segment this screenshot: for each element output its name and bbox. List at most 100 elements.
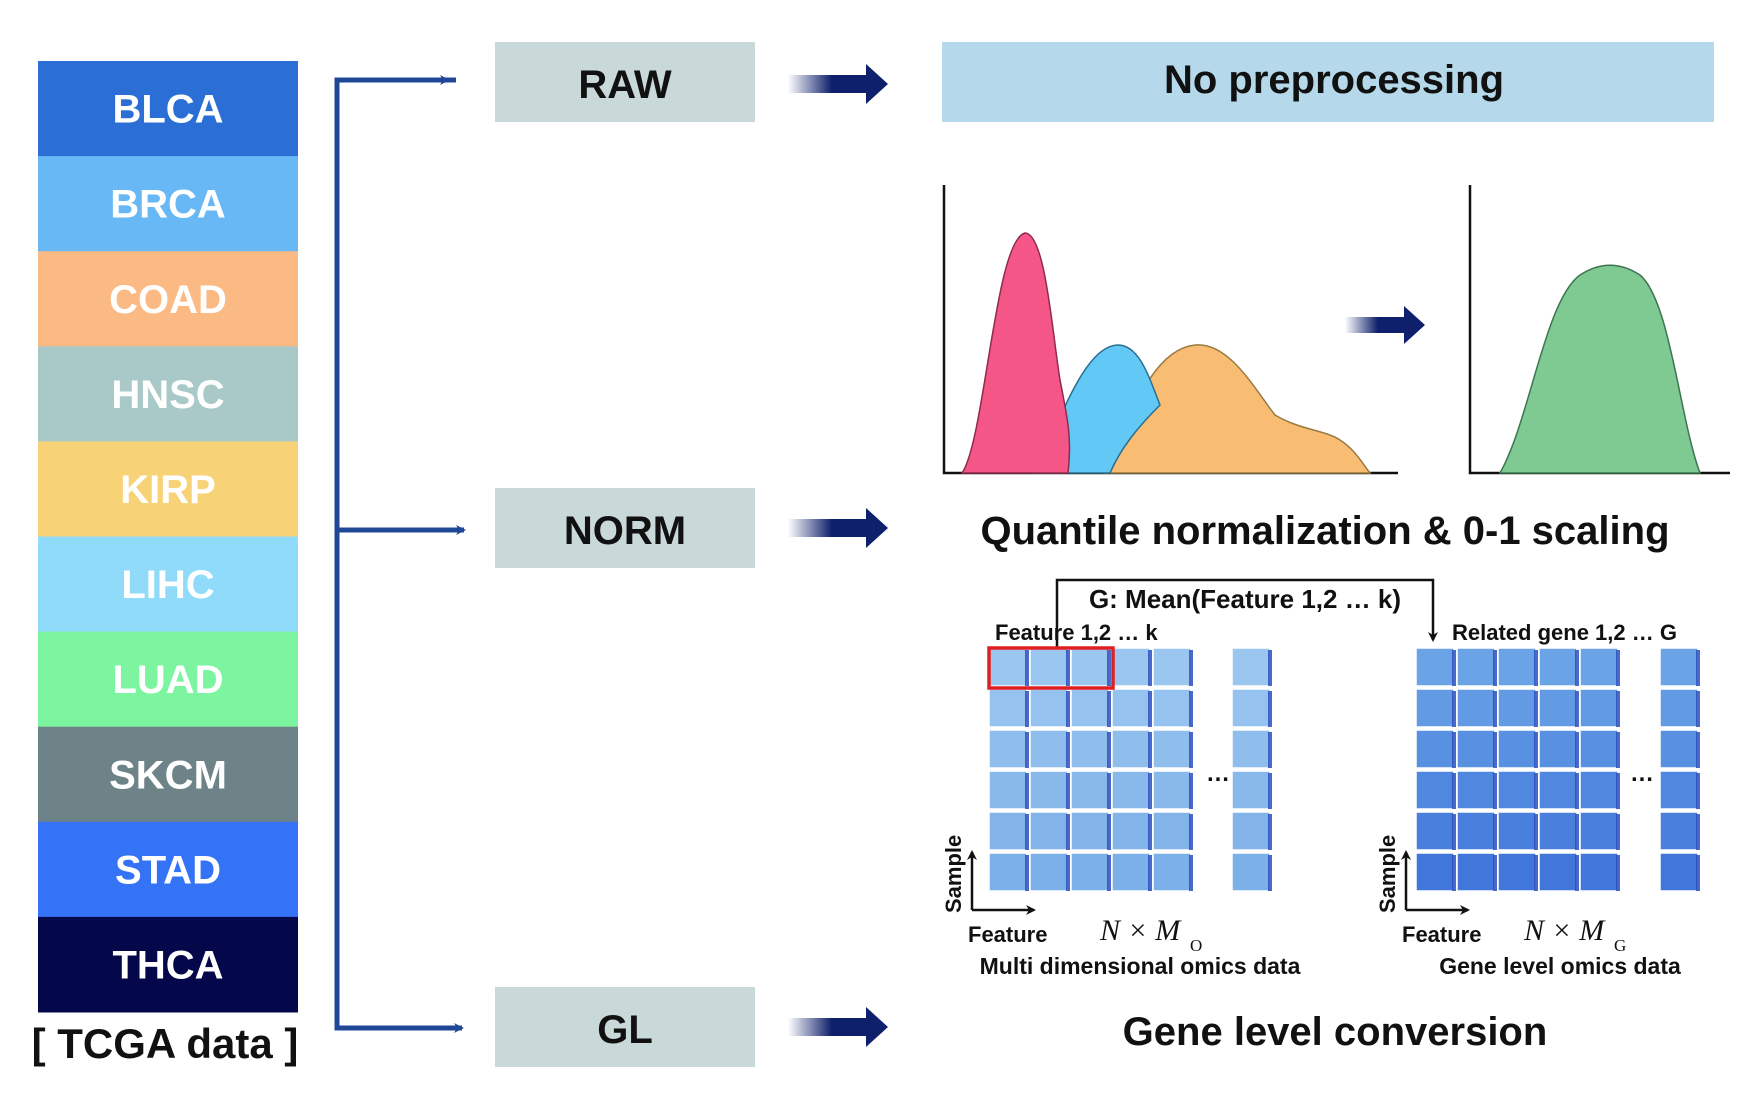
- right-cell: [1456, 770, 1497, 810]
- left-cell: [1070, 688, 1111, 728]
- left-cell: [988, 811, 1029, 851]
- right-cell: [1456, 811, 1497, 851]
- right-cell: [1415, 729, 1456, 769]
- left-cell: [988, 688, 1029, 728]
- right-cell: [1456, 852, 1497, 892]
- left-cell: [1152, 647, 1193, 687]
- right-cell: [1456, 647, 1497, 687]
- right-last-column-cell: [1659, 647, 1700, 687]
- cancer-block-hnsc: [38, 346, 298, 442]
- normalized-distribution-plot: [1468, 185, 1730, 475]
- raw-arrow: [788, 64, 888, 104]
- gl-box: [495, 987, 755, 1067]
- gl-arrow: [788, 1007, 888, 1047]
- right-cell: [1538, 729, 1579, 769]
- right-matrix-ellipsis: …: [1630, 760, 1654, 787]
- left-cell: [1070, 770, 1111, 810]
- right-cell: [1497, 852, 1538, 892]
- cancer-label-stad: STAD: [115, 848, 221, 892]
- right-matrix-top-label: Related gene 1,2 … G: [1452, 620, 1677, 645]
- raw-distributions-plot: [942, 185, 1398, 475]
- left-cell: [988, 647, 1029, 687]
- left-cell: [1070, 647, 1111, 687]
- raw-result-banner: [942, 42, 1714, 122]
- raw-result-text: No preprocessing: [1164, 58, 1504, 102]
- raw-label: RAW: [578, 63, 672, 107]
- right-cell: [1415, 688, 1456, 728]
- left-cell: [1070, 811, 1111, 851]
- tcga-caption: [ TCGA data ]: [32, 1020, 299, 1067]
- right-last-column-cell: [1659, 852, 1700, 892]
- left-cell: [1152, 811, 1193, 851]
- right-cell: [1538, 770, 1579, 810]
- left-cell: [1111, 852, 1152, 892]
- right-cell: [1415, 852, 1456, 892]
- cancer-label-kirp: KIRP: [120, 468, 216, 512]
- mean-bracket: [1055, 578, 1438, 648]
- right-cell: [1456, 688, 1497, 728]
- left-last-column-cell: [1231, 688, 1272, 728]
- left-dim-main: N × M: [1099, 914, 1182, 947]
- left-cell: [1029, 688, 1070, 728]
- right-cell: [1579, 647, 1620, 687]
- cancer-block-kirp: [38, 441, 298, 537]
- left-cell: [1152, 688, 1193, 728]
- left-cell: [1111, 647, 1152, 687]
- cancer-label-skcm: SKCM: [109, 753, 227, 797]
- cancer-block-coad: [38, 251, 298, 347]
- right-cell: [1497, 770, 1538, 810]
- right-matrix-grid: [1415, 647, 1700, 892]
- right-last-column-cell: [1659, 729, 1700, 769]
- right-axis-feature: Feature: [1402, 922, 1481, 947]
- left-last-column-cell: [1231, 647, 1272, 687]
- right-cell: [1497, 729, 1538, 769]
- tcga-cancer-stack: BLCA BRCA COAD HNSC KIRP LIHC LUAD SKCM STAD THCA: [38, 61, 298, 1013]
- norm-arrow: [788, 508, 888, 548]
- right-dim-main: N × M: [1523, 914, 1606, 947]
- norm-result-text: Quantile normalization & 0-1 scaling: [980, 509, 1669, 553]
- norm-inner-arrow: [1345, 306, 1425, 344]
- right-last-column-cell: [1659, 688, 1700, 728]
- right-axis-sample: Sample: [1375, 835, 1400, 913]
- right-cell: [1456, 729, 1497, 769]
- cancer-block-luad: [38, 631, 298, 728]
- left-cell: [1152, 852, 1193, 892]
- norm-box: [495, 488, 755, 568]
- right-cell: [1497, 688, 1538, 728]
- left-cell: [988, 729, 1029, 769]
- right-dim-sub: G: [1614, 936, 1626, 955]
- cancer-label-coad: COAD: [109, 278, 227, 322]
- left-cell: [988, 852, 1029, 892]
- left-matrix-grid: [988, 647, 1272, 892]
- cancer-block-skcm: [38, 726, 298, 823]
- left-dim-sub: O: [1190, 936, 1202, 955]
- cancer-label-blca: BLCA: [112, 88, 223, 132]
- left-last-column-cell: [1231, 852, 1272, 892]
- selected-features-highlight: [987, 646, 1115, 690]
- pink-distribution: [960, 232, 1071, 474]
- raw-box: [495, 42, 755, 122]
- cancer-label-thca: THCA: [112, 943, 223, 987]
- right-cell: [1497, 647, 1538, 687]
- cancer-label-luad: LUAD: [112, 658, 223, 702]
- right-cell: [1579, 852, 1620, 892]
- right-matrix-axes: [1401, 850, 1470, 915]
- right-matrix-caption: Gene level omics data: [1439, 953, 1681, 979]
- right-cell: [1415, 647, 1456, 687]
- left-cell: [1029, 647, 1070, 687]
- gl-label: GL: [597, 1008, 653, 1052]
- left-cell: [1029, 811, 1070, 851]
- left-axis-sample: Sample: [941, 835, 966, 913]
- cancer-label-lihc: LIHC: [121, 563, 214, 607]
- left-cell: [1111, 770, 1152, 810]
- left-cell: [1070, 852, 1111, 892]
- left-cell: [1152, 729, 1193, 769]
- right-cell: [1538, 811, 1579, 851]
- right-cell: [1415, 811, 1456, 851]
- branch-connector: [334, 75, 466, 1033]
- right-cell: [1415, 770, 1456, 810]
- left-matrix-ellipsis: …: [1206, 760, 1230, 787]
- right-cell: [1538, 852, 1579, 892]
- gl-result-text: Gene level conversion: [1123, 1010, 1548, 1054]
